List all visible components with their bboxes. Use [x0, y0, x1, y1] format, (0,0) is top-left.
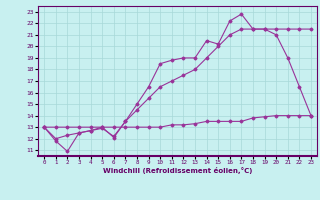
X-axis label: Windchill (Refroidissement éolien,°C): Windchill (Refroidissement éolien,°C) [103, 167, 252, 174]
